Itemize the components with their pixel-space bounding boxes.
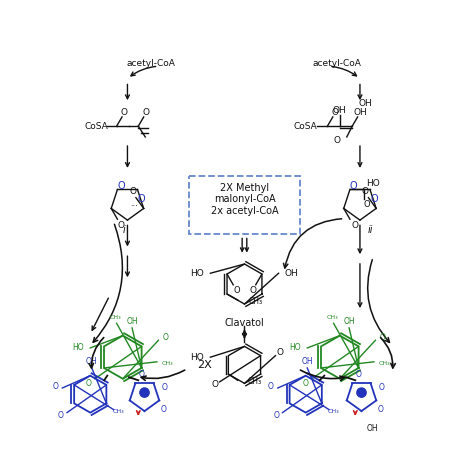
Text: O: O — [364, 201, 370, 210]
Text: CH₃: CH₃ — [326, 315, 338, 319]
Text: O: O — [53, 382, 58, 391]
Text: OH: OH — [285, 269, 299, 278]
Text: CoSA: CoSA — [293, 122, 317, 131]
Text: HO: HO — [290, 344, 301, 353]
Text: O: O — [117, 221, 124, 230]
Text: CH₃: CH₃ — [328, 409, 339, 414]
Text: HO: HO — [191, 353, 204, 362]
Text: ii: ii — [368, 225, 374, 235]
Text: O: O — [233, 286, 240, 295]
Text: O: O — [58, 411, 64, 420]
Text: acetyl-CoA: acetyl-CoA — [126, 59, 175, 67]
Text: CH₃: CH₃ — [109, 315, 121, 319]
Text: OH: OH — [126, 317, 138, 326]
Text: O: O — [273, 411, 279, 420]
Text: O: O — [268, 382, 274, 391]
Text: O: O — [160, 405, 166, 414]
Text: HO: HO — [366, 179, 380, 188]
Text: CH₃: CH₃ — [112, 409, 124, 414]
Text: CH₃: CH₃ — [162, 361, 173, 366]
Text: HO: HO — [73, 344, 84, 353]
Text: O: O — [138, 370, 145, 379]
Text: OH: OH — [333, 106, 346, 115]
Text: OH: OH — [358, 99, 372, 108]
Text: O: O — [356, 370, 361, 379]
Text: O: O — [249, 286, 256, 295]
Text: O: O — [277, 348, 283, 357]
Text: CH₃: CH₃ — [249, 297, 263, 306]
Text: O: O — [303, 379, 309, 388]
Text: O: O — [86, 379, 91, 388]
Text: O: O — [129, 187, 137, 196]
Text: O: O — [162, 383, 168, 392]
Text: O: O — [333, 136, 340, 145]
Text: O: O — [137, 194, 145, 204]
Text: HO: HO — [191, 269, 204, 278]
Text: OH: OH — [301, 357, 313, 366]
Text: O: O — [379, 383, 384, 392]
Text: acetyl-CoA: acetyl-CoA — [312, 59, 361, 67]
Text: O: O — [350, 181, 357, 191]
Text: O: O — [351, 221, 358, 230]
Text: 2X Methyl
malonyl-CoA
2x acetyl-CoA: 2X Methyl malonyl-CoA 2x acetyl-CoA — [210, 183, 278, 216]
Text: O: O — [121, 108, 128, 117]
Text: O: O — [118, 181, 125, 191]
Circle shape — [140, 388, 149, 397]
Text: CoSA: CoSA — [84, 122, 108, 131]
Text: OH: OH — [366, 424, 378, 432]
Text: O: O — [163, 333, 168, 342]
Circle shape — [357, 388, 366, 397]
Text: CH₃: CH₃ — [248, 377, 262, 386]
Text: O: O — [332, 108, 338, 117]
Text: O: O — [143, 108, 150, 117]
Text: ···: ··· — [130, 202, 137, 211]
Text: 2X: 2X — [198, 360, 212, 370]
Text: O: O — [380, 333, 385, 342]
Text: OH: OH — [354, 108, 368, 117]
Text: O: O — [370, 194, 378, 204]
Text: i: i — [123, 225, 126, 235]
Text: Clavatol: Clavatol — [225, 318, 264, 328]
Text: O: O — [362, 187, 369, 196]
Text: O: O — [211, 381, 219, 390]
Text: OH: OH — [86, 357, 98, 366]
Text: OH: OH — [343, 317, 355, 326]
Text: CH₃: CH₃ — [379, 361, 390, 366]
Text: O: O — [377, 405, 383, 414]
